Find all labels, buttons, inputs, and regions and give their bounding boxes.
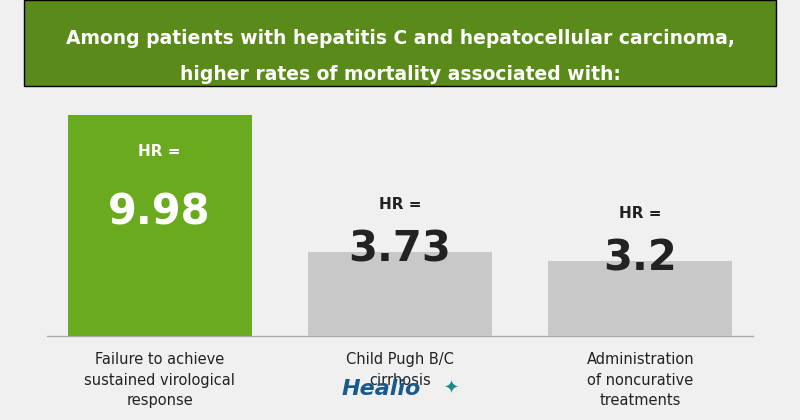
Text: 3.2: 3.2 (603, 238, 678, 280)
Text: HR =: HR = (138, 144, 181, 159)
Text: Administration
of noncurative
treatments: Administration of noncurative treatments (586, 352, 694, 408)
Text: Healio: Healio (342, 379, 421, 399)
Text: Failure to achieve
sustained virological
response: Failure to achieve sustained virological… (84, 352, 235, 408)
Text: 9.98: 9.98 (108, 192, 211, 234)
Text: 3.73: 3.73 (349, 229, 451, 271)
FancyBboxPatch shape (548, 260, 732, 336)
Text: Among patients with hepatitis C and hepatocellular carcinoma,: Among patients with hepatitis C and hepa… (66, 29, 734, 48)
FancyBboxPatch shape (68, 115, 252, 336)
FancyBboxPatch shape (25, 0, 775, 86)
Text: HR =: HR = (378, 197, 422, 212)
Text: higher rates of mortality associated with:: higher rates of mortality associated wit… (179, 65, 621, 84)
Text: Child Pugh B/C
cirrhosis: Child Pugh B/C cirrhosis (346, 352, 454, 388)
FancyBboxPatch shape (308, 252, 492, 336)
Text: HR =: HR = (619, 206, 662, 221)
Text: ✦: ✦ (443, 379, 458, 397)
